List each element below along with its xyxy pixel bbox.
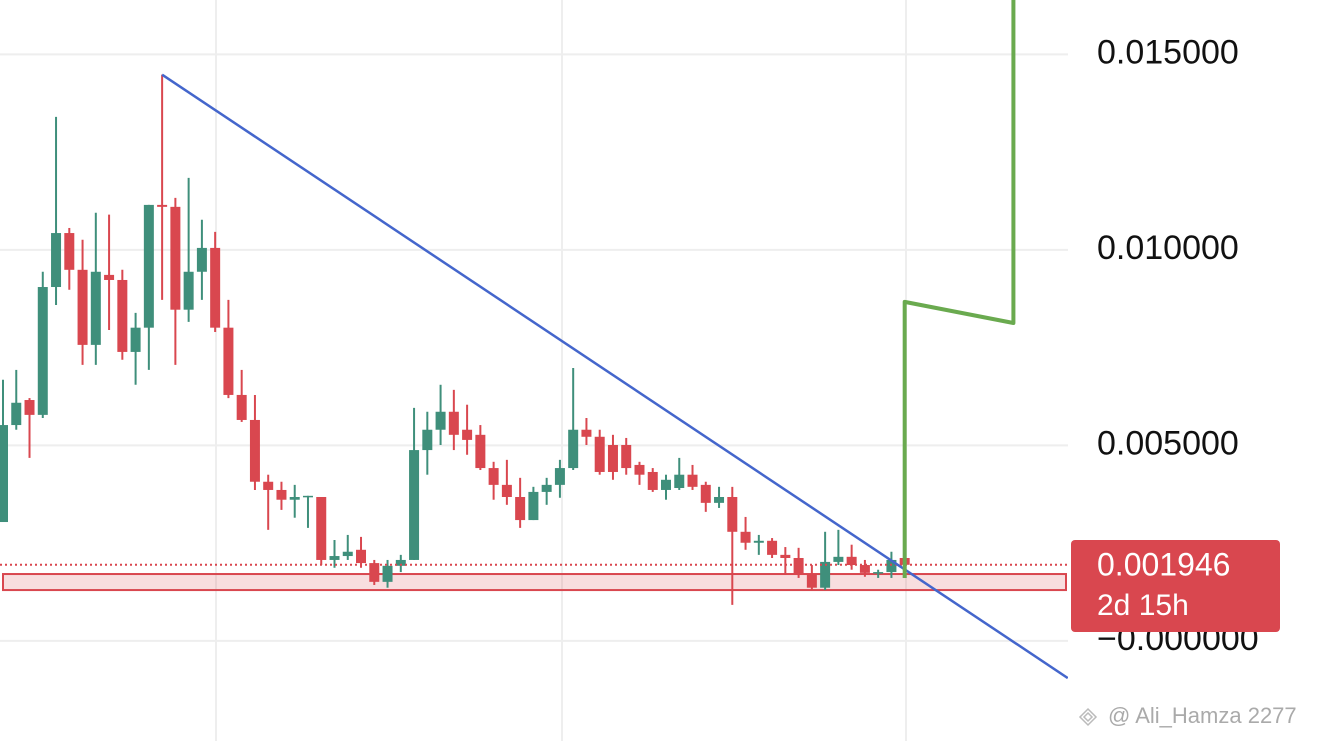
candle-body [448, 411, 459, 435]
candle-body [117, 279, 128, 352]
candle-body [11, 402, 22, 426]
candle-body [581, 429, 592, 437]
price-badge-bg [1071, 540, 1280, 632]
support-zone [2, 573, 1067, 592]
candle-body [249, 419, 260, 482]
candle-body [647, 471, 658, 490]
y-tick-label: 0.005000 [1097, 424, 1239, 462]
projection-path [902, 0, 1016, 578]
candle-body [77, 269, 88, 345]
candle-body [820, 561, 831, 588]
candle-body [488, 468, 499, 485]
grid [215, 0, 907, 741]
candle-body [196, 247, 207, 272]
candle-body [276, 489, 287, 500]
candle-body [51, 233, 62, 288]
countdown: 2d 15h [1097, 589, 1189, 622]
candle-body [462, 429, 473, 440]
candle-body [528, 491, 539, 521]
candle-body [886, 559, 897, 573]
candle-body [157, 204, 168, 207]
candle-body [409, 450, 420, 560]
watermark-icon [1078, 707, 1098, 727]
candle-body [780, 554, 791, 558]
candle-body [130, 327, 141, 352]
watermark: @ Ali_Hamza 2277 [1078, 703, 1297, 728]
candle-body [594, 436, 605, 472]
candle-body [329, 556, 340, 560]
candle-body [753, 540, 764, 543]
candle-body [607, 444, 618, 472]
candle-body [356, 549, 367, 564]
candle-body [316, 496, 327, 560]
candle-body [435, 411, 446, 430]
candle-body [170, 206, 181, 310]
candle-body [833, 556, 844, 562]
candle-body [674, 474, 685, 489]
candle-body [767, 540, 778, 555]
candle-body [143, 204, 154, 328]
candle-body [621, 444, 632, 469]
candle-body [422, 429, 433, 451]
trendline [161, 73, 1068, 680]
watermark-text: @ Ali_Hamza 2277 [1108, 703, 1297, 728]
candle-body [289, 496, 300, 500]
candle-body [342, 551, 353, 557]
candle-body [634, 464, 645, 475]
last-price: 0.001946 [1097, 546, 1230, 582]
candle-body [515, 496, 526, 521]
candle-body [369, 563, 380, 582]
candle-body [395, 559, 406, 566]
candle-body [859, 565, 870, 573]
y-tick-label: 0.010000 [1097, 229, 1239, 267]
candle-body [183, 271, 194, 310]
candle-body [90, 271, 101, 345]
candle-body [24, 400, 35, 415]
candle-body [714, 496, 725, 503]
candle-body [661, 479, 671, 490]
candle-body [873, 572, 884, 574]
candle-body [501, 484, 512, 497]
candle-body [210, 247, 221, 328]
candle-body [700, 484, 711, 503]
candle-body [740, 531, 751, 543]
candle-body [793, 557, 804, 575]
candle-body [846, 556, 857, 566]
candle-body [554, 468, 565, 485]
candle-body [236, 394, 247, 420]
candle-body [104, 274, 115, 280]
candle-body [223, 327, 234, 395]
candle-body [382, 565, 393, 582]
candle-body [37, 287, 48, 415]
candle-body [806, 574, 817, 588]
candle-body [302, 495, 313, 498]
candle-body [687, 474, 698, 487]
candle-body [727, 496, 738, 532]
price-badge: 0.001946 2d 15h [1071, 540, 1280, 632]
candle-body [0, 425, 8, 523]
y-tick-label: 0.015000 [1097, 33, 1239, 71]
candle-body [263, 481, 274, 490]
plot-area [0, 0, 1068, 680]
candle-body [568, 429, 579, 469]
candle-body [475, 434, 486, 469]
candle-body [64, 233, 75, 270]
candle-body [541, 484, 552, 492]
